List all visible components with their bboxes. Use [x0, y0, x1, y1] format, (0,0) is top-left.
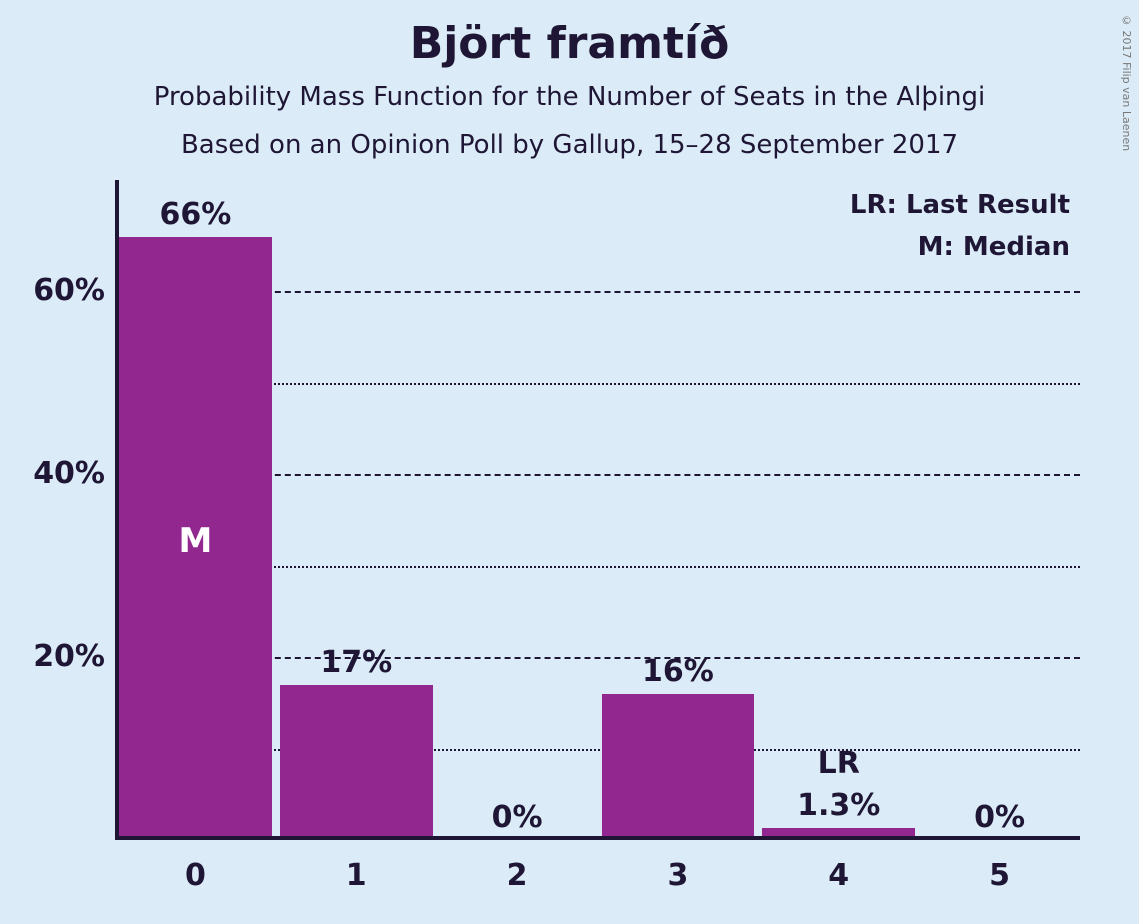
- x-axis-tick-label: 0: [115, 858, 276, 893]
- median-marker: M: [119, 521, 272, 561]
- y-axis-tick-label: 60%: [15, 273, 105, 308]
- legend-last-result: LR: Last Result: [850, 190, 1070, 220]
- last-result-marker: LR: [758, 746, 919, 781]
- page-root: Björt framtíð Probability Mass Function …: [0, 0, 1139, 924]
- y-axis-tick-label: 40%: [15, 456, 105, 491]
- bar-value-label: 17%: [276, 645, 437, 680]
- bar-value-label: 0%: [437, 800, 598, 835]
- bar-value-label: 1.3%: [758, 788, 919, 823]
- bar-value-label: 16%: [598, 654, 759, 689]
- x-axis: [115, 836, 1080, 840]
- x-axis-tick-label: 5: [919, 858, 1080, 893]
- chart-title: Björt framtíð: [0, 18, 1139, 69]
- bar: [280, 685, 433, 840]
- x-axis-tick-label: 2: [437, 858, 598, 893]
- x-axis-tick-label: 4: [758, 858, 919, 893]
- chart-plot-area: 20%40%60%066%M117%20%316%41.3%LR50%LR: L…: [115, 200, 1080, 840]
- copyright-credit: © 2017 Filip van Laenen: [1120, 14, 1133, 151]
- x-axis-tick-label: 3: [598, 858, 759, 893]
- chart-subtitle-1: Probability Mass Function for the Number…: [0, 82, 1139, 112]
- bar-value-label: 0%: [919, 800, 1080, 835]
- chart-subtitle-2: Based on an Opinion Poll by Gallup, 15–2…: [0, 130, 1139, 160]
- bar-value-label: 66%: [115, 197, 276, 232]
- bar: [602, 694, 755, 840]
- y-axis: [115, 180, 119, 840]
- x-axis-tick-label: 1: [276, 858, 437, 893]
- y-axis-tick-label: 20%: [15, 639, 105, 674]
- legend-median: M: Median: [918, 232, 1070, 262]
